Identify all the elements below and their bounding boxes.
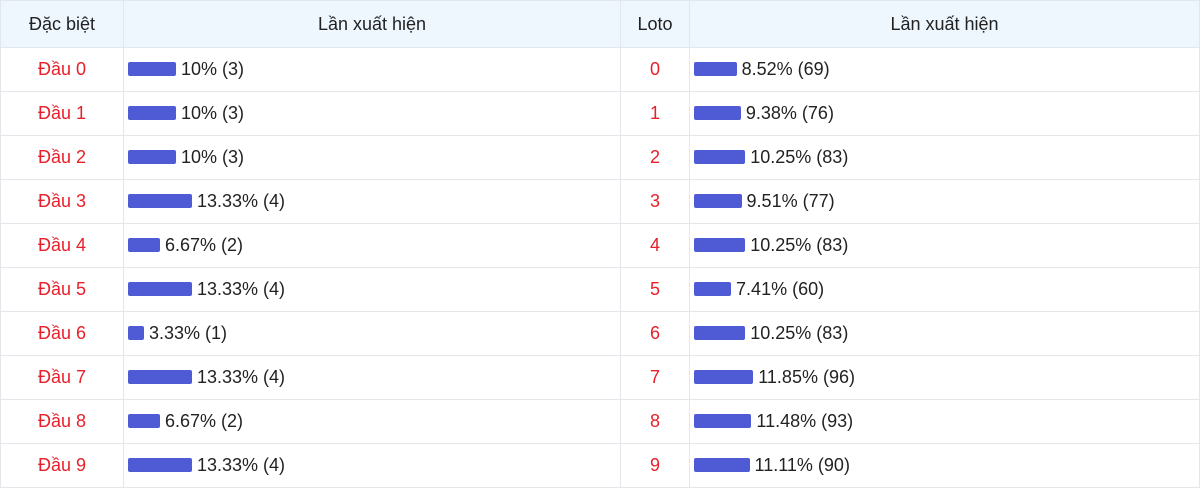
- dau-value: 10% (3): [123, 135, 621, 180]
- header-loto: Loto: [620, 0, 690, 48]
- dau-value: 10% (3): [123, 91, 621, 136]
- loto-bar: [694, 282, 732, 297]
- dau-value: 13.33% (4): [123, 443, 621, 488]
- loto-value-text: 7.41% (60): [736, 279, 825, 299]
- loto-label: 8: [620, 399, 690, 444]
- dau-bar: [128, 106, 176, 121]
- loto-value-text: 10.25% (83): [750, 323, 849, 343]
- loto-value: 10.25% (83): [689, 311, 1200, 356]
- dau-value-text: 10% (3): [181, 147, 245, 167]
- dau-label: Đầu 0: [0, 47, 124, 92]
- dau-label: Đầu 3: [0, 179, 124, 224]
- dau-value-text: 13.33% (4): [196, 279, 286, 299]
- loto-bar: [694, 458, 750, 473]
- dau-bar: [128, 62, 176, 77]
- dau-value: 6.67% (2): [123, 223, 621, 268]
- dau-bar: [128, 414, 161, 429]
- loto-value: 10.25% (83): [689, 223, 1200, 268]
- dau-value-text: 13.33% (4): [196, 455, 286, 475]
- dau-bar: [128, 150, 176, 165]
- dau-bar: [128, 326, 144, 341]
- header-row: Đặc biệt Lần xuất hiện Loto Lần xuất hiệ…: [0, 0, 1200, 48]
- loto-label: 4: [620, 223, 690, 268]
- loto-bar: [694, 194, 742, 209]
- loto-value-text: 9.51% (77): [746, 191, 835, 211]
- loto-label: 6: [620, 311, 690, 356]
- loto-value-text: 10.25% (83): [750, 235, 849, 255]
- table-row: Đầu 0 10% (3) 0 8.52% (69): [0, 47, 1200, 92]
- dau-value: 13.33% (4): [123, 267, 621, 312]
- loto-label: 5: [620, 267, 690, 312]
- header-dac-biet: Đặc biệt: [0, 0, 124, 48]
- table-row: Đầu 5 13.33% (4) 5 7.41% (60): [0, 267, 1200, 312]
- dau-label: Đầu 1: [0, 91, 124, 136]
- dau-label: Đầu 8: [0, 399, 124, 444]
- loto-value-text: 10.25% (83): [750, 147, 849, 167]
- loto-value: 9.38% (76): [689, 91, 1200, 136]
- loto-label: 2: [620, 135, 690, 180]
- loto-bar: [694, 62, 737, 77]
- dau-label: Đầu 2: [0, 135, 124, 180]
- dau-bar: [128, 238, 161, 253]
- loto-value: 9.51% (77): [689, 179, 1200, 224]
- table-row: Đầu 4 6.67% (2) 4 10.25% (83): [0, 223, 1200, 268]
- loto-bar: [694, 414, 752, 429]
- loto-bar: [694, 106, 741, 121]
- loto-value: 10.25% (83): [689, 135, 1200, 180]
- dau-value: 13.33% (4): [123, 355, 621, 400]
- dau-value-text: 10% (3): [181, 103, 245, 123]
- dau-value: 10% (3): [123, 47, 621, 92]
- loto-value: 11.11% (90): [689, 443, 1200, 488]
- dau-bar: [128, 458, 192, 473]
- loto-value-text: 8.52% (69): [741, 59, 830, 79]
- dau-value-text: 13.33% (4): [196, 191, 286, 211]
- loto-value: 8.52% (69): [689, 47, 1200, 92]
- loto-value-text: 9.38% (76): [745, 103, 834, 123]
- table-row: Đầu 6 3.33% (1) 6 10.25% (83): [0, 311, 1200, 356]
- header-lan-xuat-hien: Lần xuất hiện: [123, 0, 621, 48]
- loto-value: 11.48% (93): [689, 399, 1200, 444]
- dau-label: Đầu 7: [0, 355, 124, 400]
- dau-bar: [128, 370, 192, 385]
- dau-value-text: 6.67% (2): [165, 235, 244, 255]
- loto-value-text: 11.85% (96): [758, 367, 855, 387]
- table-row: Đầu 8 6.67% (2) 8 11.48% (93): [0, 399, 1200, 444]
- loto-bar: [694, 238, 746, 253]
- table-row: Đầu 9 13.33% (4) 9 11.11% (90): [0, 443, 1200, 488]
- loto-bar: [694, 150, 746, 165]
- dau-value: 6.67% (2): [123, 399, 621, 444]
- dau-label: Đầu 5: [0, 267, 124, 312]
- dau-value-text: 10% (3): [181, 59, 245, 79]
- loto-label: 9: [620, 443, 690, 488]
- loto-bar: [694, 370, 754, 385]
- dau-bar: [128, 282, 192, 297]
- dau-value-text: 13.33% (4): [196, 367, 286, 387]
- dau-label: Đầu 9: [0, 443, 124, 488]
- loto-label: 0: [620, 47, 690, 92]
- dau-label: Đầu 4: [0, 223, 124, 268]
- header-lan-xuat-hien-loto: Lần xuất hiện: [689, 0, 1200, 48]
- loto-value-text: 11.11% (90): [754, 455, 850, 475]
- dau-value: 3.33% (1): [123, 311, 621, 356]
- loto-bar: [694, 326, 746, 341]
- table-row: Đầu 3 13.33% (4) 3 9.51% (77): [0, 179, 1200, 224]
- dau-value-text: 6.67% (2): [165, 411, 244, 431]
- table-row: Đầu 2 10% (3) 2 10.25% (83): [0, 135, 1200, 180]
- table-row: Đầu 7 13.33% (4) 7 11.85% (96): [0, 355, 1200, 400]
- dau-bar: [128, 194, 192, 209]
- dau-value: 13.33% (4): [123, 179, 621, 224]
- dau-label: Đầu 6: [0, 311, 124, 356]
- loto-label: 1: [620, 91, 690, 136]
- dau-value-text: 3.33% (1): [148, 323, 228, 343]
- loto-value: 11.85% (96): [689, 355, 1200, 400]
- loto-value: 7.41% (60): [689, 267, 1200, 312]
- loto-label: 3: [620, 179, 690, 224]
- loto-value-text: 11.48% (93): [756, 411, 854, 431]
- table-row: Đầu 1 10% (3) 1 9.38% (76): [0, 91, 1200, 136]
- loto-label: 7: [620, 355, 690, 400]
